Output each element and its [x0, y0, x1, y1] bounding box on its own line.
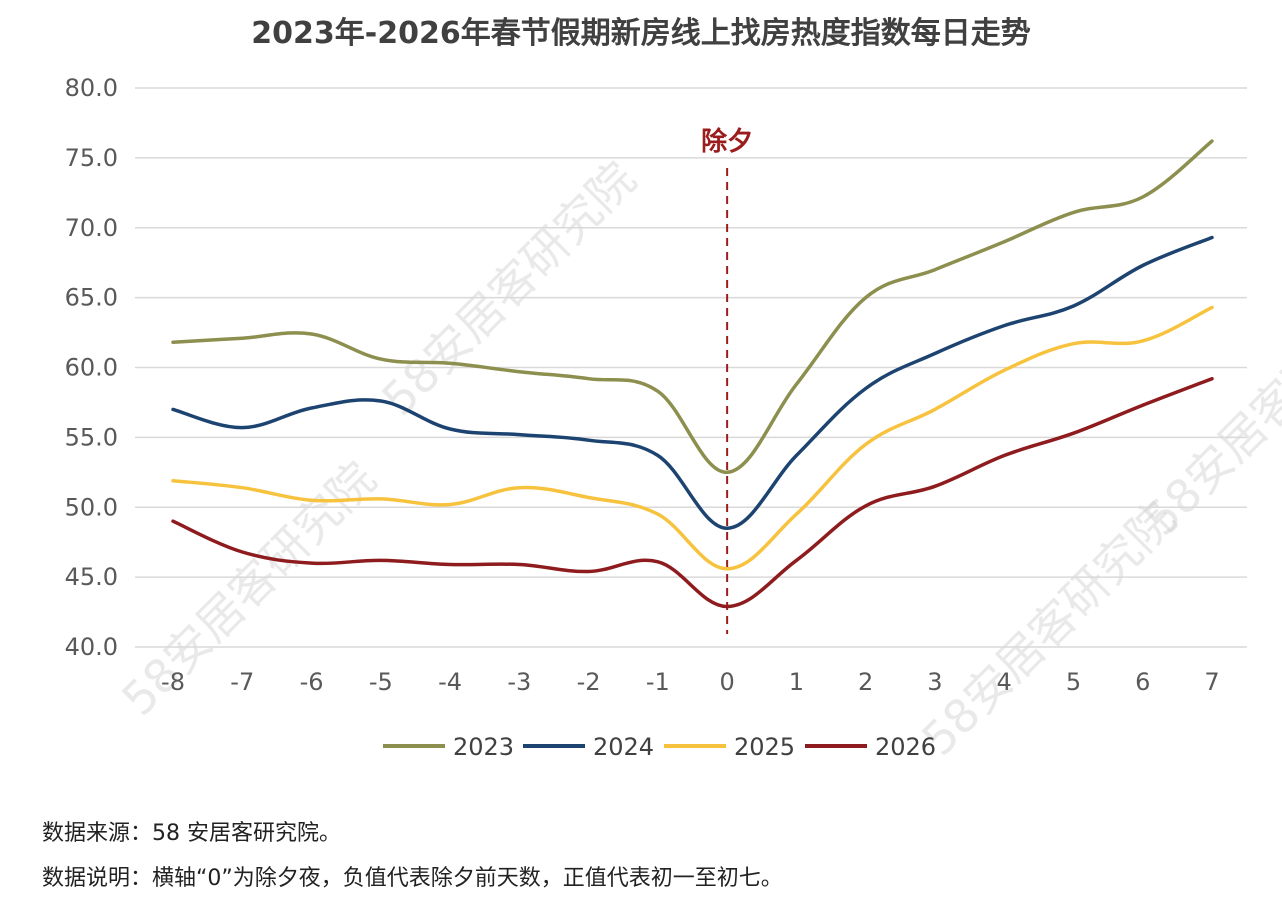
x-tick-label: 1: [789, 668, 804, 696]
y-tick-label: 45.0: [65, 563, 118, 591]
y-tick-label: 50.0: [65, 493, 118, 521]
y-tick-label: 70.0: [65, 214, 118, 242]
watermark-text: 58安居客研究院: [371, 151, 646, 426]
watermark-text: 58安居客研究院: [911, 491, 1186, 766]
x-tick-label: -4: [438, 668, 462, 696]
x-tick-label: 2: [858, 668, 873, 696]
x-tick-label: 7: [1204, 668, 1219, 696]
x-tick-label: -6: [300, 668, 324, 696]
y-tick-label: 65.0: [65, 284, 118, 312]
legend: 2023 2024 2025 2026: [383, 733, 936, 761]
x-tick-label: -2: [577, 668, 601, 696]
y-tick-label: 55.0: [65, 423, 118, 451]
annotation-layer: 除夕: [701, 126, 753, 634]
x-tick-label: -1: [646, 668, 670, 696]
x-tick-label: -7: [230, 668, 254, 696]
chart-title: 2023年-2026年春节假期新房线上找房热度指数每日走势: [251, 16, 1031, 51]
legend-label-2025: 2025: [734, 733, 795, 761]
series-line-2025: [171, 305, 1214, 571]
y-tick-label: 75.0: [65, 144, 118, 172]
legend-label-2024: 2024: [593, 733, 654, 761]
x-tick-label: 0: [719, 668, 734, 696]
x-tick-label: 5: [1066, 668, 1081, 696]
series-line-2023: [171, 139, 1214, 475]
data-explanation-note: 数据说明：横轴“0”为除夕夜，负值代表除夕前天数，正值代表初一至初七。: [42, 866, 783, 891]
series-line-2026: [171, 376, 1214, 609]
watermark-text: 58安居客研究院: [1133, 271, 1282, 546]
series-layer: [171, 139, 1214, 609]
x-tick-label: 6: [1135, 668, 1150, 696]
x-axis-ticks: -8 -7 -6 -5 -4 -3 -2 -1 0 1 2 3 4 5 6 7: [161, 668, 1220, 696]
annotation-label: 除夕: [701, 126, 753, 157]
y-axis-ticks: 40.0 45.0 50.0 55.0 60.0 65.0 70.0 75.0 80.0: [65, 74, 118, 661]
y-tick-label: 40.0: [65, 633, 118, 661]
x-tick-label: -8: [161, 668, 185, 696]
y-tick-label: 60.0: [65, 354, 118, 382]
data-source-note: 数据来源：58 安居客研究院。: [42, 821, 341, 846]
series-line-2024: [171, 235, 1214, 530]
y-tick-label: 80.0: [65, 74, 118, 102]
legend-label-2026: 2026: [875, 733, 936, 761]
x-tick-label: 4: [997, 668, 1012, 696]
x-tick-label: -3: [507, 668, 531, 696]
x-tick-label: -5: [369, 668, 393, 696]
x-tick-label: 3: [927, 668, 942, 696]
legend-label-2023: 2023: [453, 733, 514, 761]
